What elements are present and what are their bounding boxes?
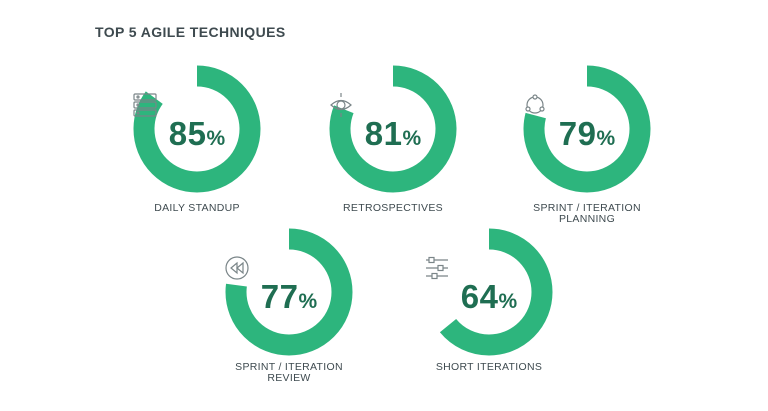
donut-arc: [133, 65, 261, 193]
donut-value: 77%: [225, 280, 353, 313]
value-number: 77: [260, 278, 299, 315]
donut-ring-svg: [133, 65, 261, 193]
donut-value: 64%: [425, 280, 553, 313]
donut-label: SPRINT / ITERATION PLANNING: [533, 202, 641, 225]
server-stack-icon: [133, 93, 261, 117]
donut-ring-svg: [523, 65, 651, 193]
donut-short-iterations: 64%: [425, 228, 553, 356]
donut-label: SHORT ITERATIONS: [435, 361, 543, 373]
chart-title: TOP 5 AGILE TECHNIQUES: [95, 24, 286, 40]
donut-arc: [523, 65, 651, 193]
donut-arc: [225, 228, 353, 356]
sliders-icon: [425, 256, 553, 280]
donut-label: DAILY STANDUP: [154, 202, 240, 214]
donut-value: 81%: [329, 117, 457, 150]
value-number: 85: [168, 115, 207, 152]
donut-ring-svg: [329, 65, 457, 193]
donut-value: 79%: [523, 117, 651, 150]
donut-retrospectives: 81%: [329, 65, 457, 193]
value-unit: %: [402, 127, 422, 150]
value-number: 79: [558, 115, 597, 152]
value-number: 64: [460, 278, 499, 315]
donut-ring-svg: [225, 228, 353, 356]
donut-arc: [425, 228, 553, 356]
value-number: 81: [364, 115, 403, 152]
donut-sprint-planning: 79%: [523, 65, 651, 193]
rewind-icon: [225, 256, 353, 280]
value-unit: %: [298, 290, 318, 313]
value-unit: %: [206, 127, 226, 150]
donut-label: SPRINT / ITERATION REVIEW: [235, 361, 343, 384]
cycle-icon: [523, 93, 651, 117]
donut-sprint-review: 77%: [225, 228, 353, 356]
eye-icon: [329, 93, 457, 117]
donut-label: RETROSPECTIVES: [343, 202, 443, 214]
donut-value: 85%: [133, 117, 261, 150]
value-unit: %: [596, 127, 616, 150]
value-unit: %: [498, 290, 518, 313]
donut-daily-standup: 85%: [133, 65, 261, 193]
donut-ring-svg: [425, 228, 553, 356]
donut-arc: [329, 65, 457, 193]
